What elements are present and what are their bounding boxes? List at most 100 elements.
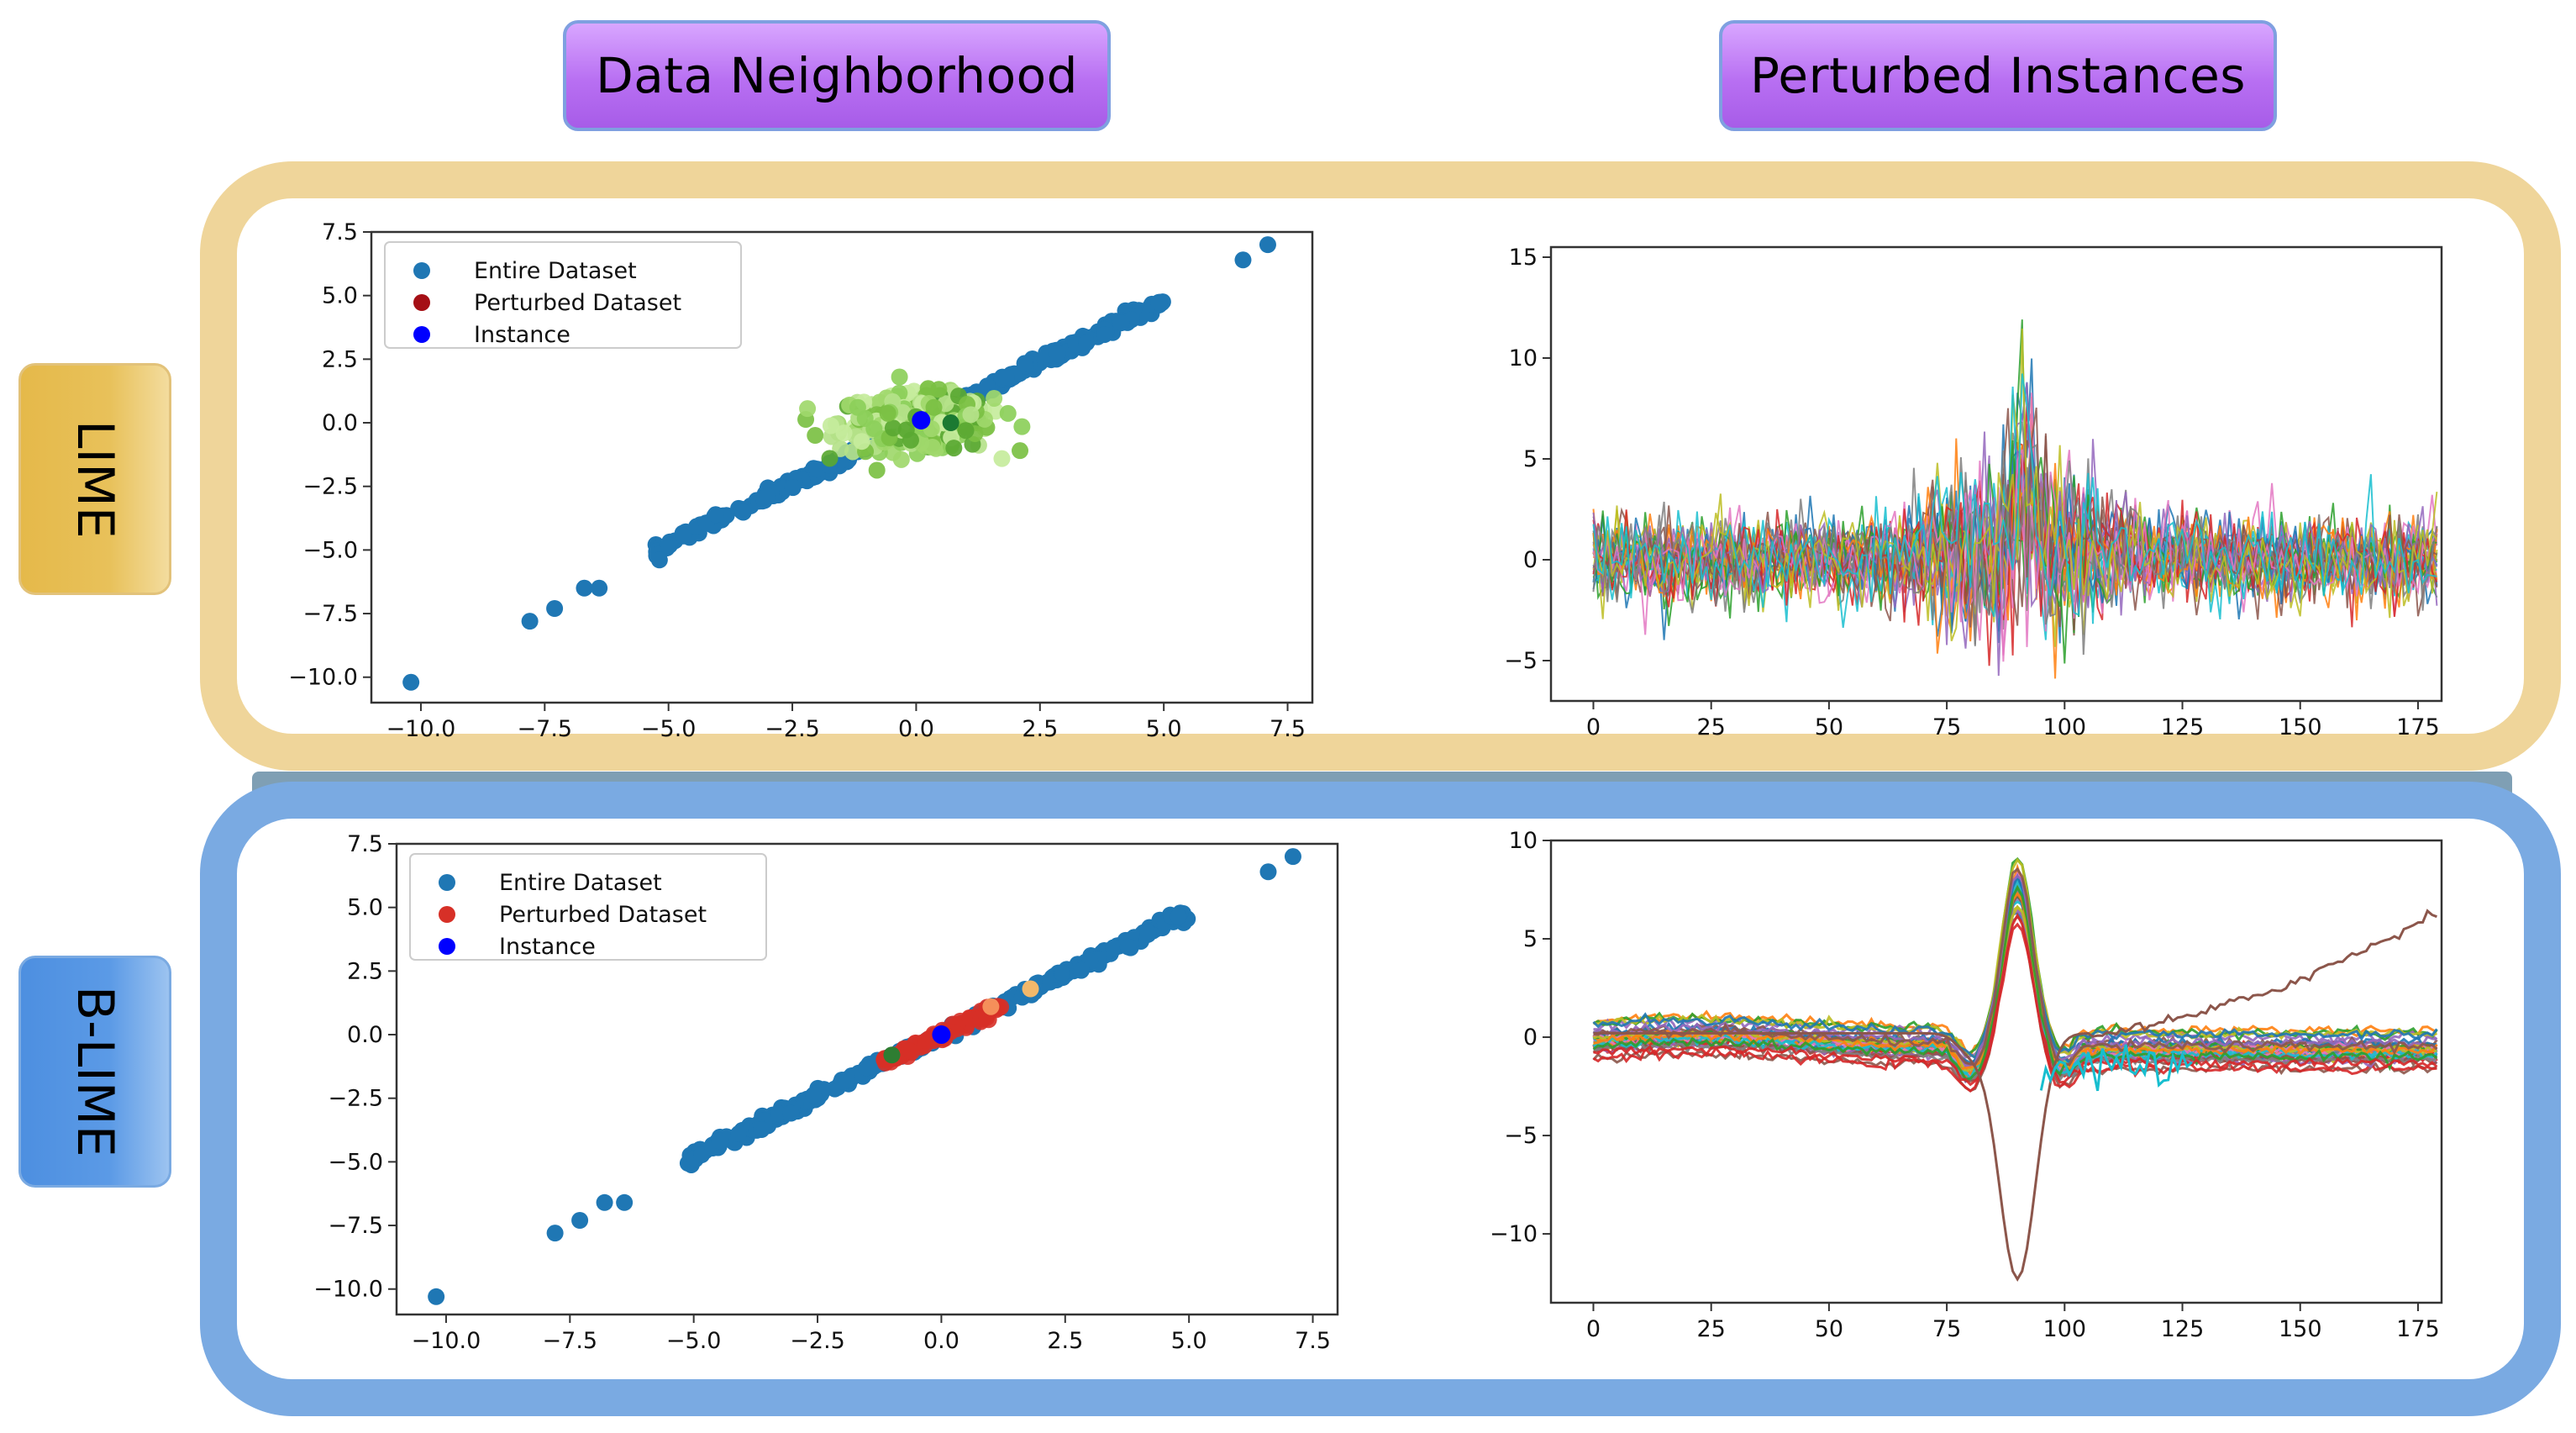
lime-scatter-legend-entry: Instance (474, 322, 570, 348)
entire-dataset-point (402, 673, 420, 691)
blime-lines-frame (1549, 839, 2443, 1304)
entire-dataset-point (707, 506, 724, 524)
blime-scatter-ytick-label: 0.0 (347, 1022, 383, 1048)
perturbed-dataset-point (821, 450, 839, 467)
entire-dataset-point (1016, 355, 1033, 372)
lime-scatter-legend-marker (413, 326, 430, 343)
perturbed-dataset-point (1022, 980, 1039, 998)
perturbed-instance-line (1592, 874, 2437, 1067)
lime-scatter-legend: Entire Dataset Perturbed Dataset Instance (384, 241, 742, 349)
perturbed-dataset-point (849, 398, 866, 416)
entire-dataset-point (858, 1059, 875, 1077)
blime-scatter-ytick-label: 2.5 (347, 958, 383, 984)
entire-dataset-point (1119, 938, 1137, 956)
entire-dataset-point (759, 487, 776, 505)
lime-lines-xtick-label: 100 (2043, 714, 2087, 740)
entire-dataset-point (1170, 908, 1187, 925)
lime-row-tab: LIME (18, 363, 171, 595)
blime-scatter-xtick-label: −10.0 (412, 1328, 481, 1354)
blime-lines-xtick-label: 75 (1932, 1316, 1961, 1342)
lime-scatter-xtick-label: −10.0 (386, 716, 456, 742)
blime-scatter-points (428, 848, 1301, 1305)
lime-scatter-ytick-label: 0.0 (322, 410, 358, 436)
lime-scatter-ytick-label: 2.5 (322, 346, 358, 372)
perturbed-dataset-point (884, 419, 902, 437)
blime-scatter-chart: −10.0 −7.5 −5.0 −2.5 0.0 2.5 5.0 7.5 −10.0 −7.5 −5… (313, 831, 1339, 1354)
lime-scatter-legend-marker (413, 262, 430, 279)
lime-scatter-ytick-label: −7.5 (302, 601, 358, 627)
perturbed-dataset-point (807, 427, 824, 445)
blime-lines-xtick-label: 25 (1697, 1316, 1726, 1342)
lime-lines-xtick-label: 125 (2161, 714, 2205, 740)
lime-lines-xtick-label: 150 (2279, 714, 2322, 740)
entire-dataset-point (1259, 863, 1277, 881)
lime-scatter-xtick-label: −5.0 (641, 716, 697, 742)
blime-lines-ytick-label: 10 (1509, 828, 1538, 854)
entire-dataset-point (596, 1193, 613, 1211)
entire-dataset-point (997, 368, 1015, 386)
perturbed-dataset-point (923, 439, 941, 456)
perturbed-dataset-point (853, 433, 870, 450)
blime-lines-xtick-label: 50 (1815, 1316, 1843, 1342)
entire-dataset-point (650, 551, 668, 569)
instance-point (932, 1025, 951, 1045)
entire-dataset-point (521, 613, 539, 630)
header-perturbed-instances-label: Perturbed Instances (1750, 47, 2246, 104)
lime-lines-ytick-label: −5 (1504, 648, 1538, 674)
entire-dataset-point (753, 1120, 770, 1138)
lime-scatter-legend-entry: Entire Dataset (474, 258, 637, 284)
perturbed-dataset-point (891, 368, 908, 386)
entire-dataset-point (546, 1225, 564, 1242)
perturbed-instance-line (1592, 914, 2437, 1093)
blime-scatter-legend-entry: Entire Dataset (499, 870, 662, 896)
blime-scatter-ytick-label: −5.0 (328, 1149, 383, 1175)
entire-dataset-point (576, 579, 593, 597)
perturbed-dataset-point (982, 998, 1000, 1015)
entire-dataset-point (1078, 334, 1096, 351)
entire-dataset-point (770, 1104, 787, 1122)
perturbed-instance-line (1592, 328, 2438, 642)
lime-lines-xtick-label: 0 (1586, 714, 1601, 740)
lime-lines-ytick-label: 0 (1523, 547, 1538, 573)
perturbed-dataset-point (822, 417, 839, 435)
perturbed-dataset-point (925, 398, 943, 416)
lime-lines-chart: 0 25 50 75 100 125 150 175 −5 0 5 10 15 (1504, 245, 2443, 740)
lime-lines-xtick-label: 75 (1932, 714, 1961, 740)
entire-dataset-point (979, 377, 996, 395)
blime-lines-xtick-label: 150 (2279, 1316, 2322, 1342)
blime-scatter-frame (395, 842, 1339, 1316)
blime-lines-chart: 0 25 50 75 100 125 150 175 −10 −5 0 5 10 (1490, 828, 2443, 1342)
lime-scatter-xtick-label: 5.0 (1146, 716, 1182, 742)
lime-lines-ytick-label: 5 (1523, 446, 1538, 472)
entire-dataset-point (730, 1125, 748, 1143)
lime-lines-xtick-label: 50 (1815, 714, 1843, 740)
lime-row-label: LIME (66, 419, 124, 539)
blime-row-label: B-LIME (66, 986, 124, 1157)
lime-lines-ytick-label: 10 (1509, 345, 1538, 371)
perturbed-dataset-point (879, 404, 896, 422)
perturbed-dataset-point (945, 440, 963, 457)
entire-dataset-point (428, 1288, 445, 1305)
blime-scatter-ytick-label: −7.5 (328, 1213, 383, 1239)
blime-scatter-xtick-label: 0.0 (923, 1328, 959, 1354)
perturbed-dataset-point (986, 390, 1003, 408)
blime-lines-ytick-label: 0 (1523, 1025, 1538, 1051)
lime-scatter-chart: −10.0 −7.5 −5.0 −2.5 0.0 2.5 5.0 7.5 −10.0 −7.5 −5… (288, 219, 1314, 742)
perturbed-instance-line (1592, 373, 2437, 617)
perturbed-instance-line (1593, 912, 2438, 1087)
entire-dataset-point (734, 503, 752, 521)
entire-dataset-point (1053, 964, 1070, 982)
entire-dataset-point (1072, 961, 1090, 979)
perturbed-dataset-point (865, 420, 883, 438)
entire-dataset-point (1284, 848, 1301, 866)
blime-scatter-legend-marker (439, 874, 455, 891)
perturbed-dataset-point (868, 461, 886, 479)
lime-scatter-xtick-label: 0.0 (898, 716, 934, 742)
entire-dataset-point (805, 1087, 823, 1104)
entire-dataset-point (591, 579, 608, 597)
blime-row-tab: B-LIME (18, 956, 171, 1188)
lime-scatter-xtick-label: −2.5 (765, 716, 820, 742)
perturbed-dataset-point (835, 424, 853, 442)
entire-dataset-point (1049, 345, 1066, 363)
blime-scatter-ytick-label: −10.0 (313, 1277, 383, 1303)
